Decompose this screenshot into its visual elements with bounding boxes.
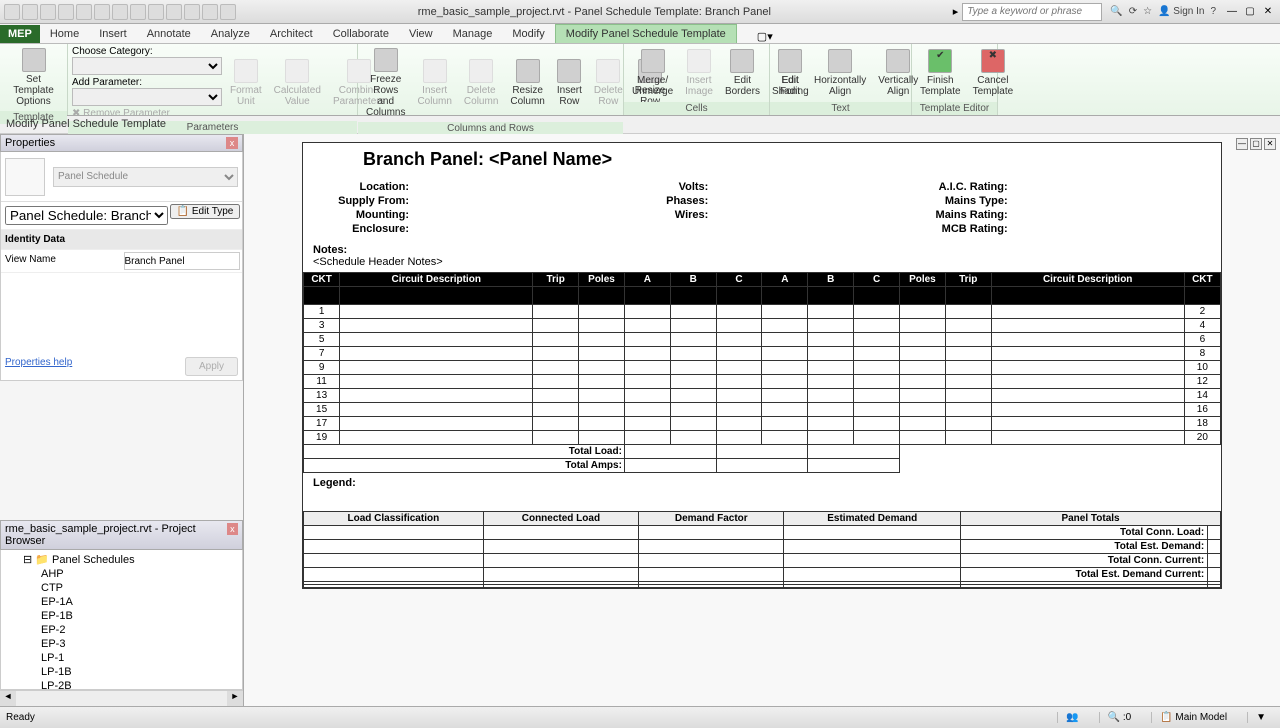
tab-annotate[interactable]: Annotate	[137, 25, 201, 43]
tab-modify-template[interactable]: Modify Panel Schedule Template	[555, 24, 737, 43]
apply-button[interactable]: Apply	[185, 357, 238, 376]
delete-column-button: Delete Column	[460, 57, 502, 109]
format-unit-button: Format Unit	[226, 57, 266, 109]
qat-icon[interactable]	[166, 4, 182, 20]
tree-item[interactable]: LP-2B	[3, 679, 240, 690]
comm-icon[interactable]: ⟳	[1129, 6, 1137, 17]
ribbon-tabs: MEP HomeInsertAnnotateAnalyzeArchitectCo…	[0, 24, 1280, 44]
properties-help-link[interactable]: Properties help	[5, 357, 72, 376]
search-icon[interactable]: 🔍	[1110, 6, 1122, 17]
canvas-close-icon[interactable]: ✕	[1264, 138, 1276, 150]
print-icon[interactable]	[94, 4, 110, 20]
close-properties-icon[interactable]: x	[226, 137, 238, 149]
add-parameter-select[interactable]	[72, 88, 222, 106]
canvas-min-icon[interactable]: —	[1236, 138, 1248, 150]
qat-icon[interactable]	[202, 4, 218, 20]
canvas[interactable]: — ▢ ✕ Branch Panel: <Panel Name> Locatio…	[244, 134, 1280, 706]
qat-icon[interactable]	[148, 4, 164, 20]
tree-item[interactable]: EP-1A	[3, 595, 240, 609]
legend-table[interactable]: Load ClassificationConnected LoadDemand …	[303, 511, 1221, 588]
open-icon[interactable]	[22, 4, 38, 20]
redo-icon[interactable]	[76, 4, 92, 20]
panel-schedule-document: Branch Panel: <Panel Name> Location:Supp…	[302, 142, 1222, 589]
calc-value-button: Calculated Value	[270, 57, 325, 109]
merge-button[interactable]: Merge/ Unmerge	[628, 47, 677, 99]
schedule-table[interactable]: CKTCircuit DescriptionTripPolesABCABCPol…	[303, 272, 1221, 473]
tree-item[interactable]: EP-3	[3, 637, 240, 651]
app-icon[interactable]	[4, 4, 20, 20]
filter-icon[interactable]: ▼	[1247, 712, 1274, 723]
tree-item[interactable]: LP-1	[3, 651, 240, 665]
design-options[interactable]: 📋 Main Model	[1151, 712, 1235, 723]
minimize-icon[interactable]: —	[1224, 5, 1240, 19]
status-text: Ready	[6, 712, 35, 723]
title-bar: rme_basic_sample_project.rvt - Panel Sch…	[0, 0, 1280, 24]
h-align-button[interactable]: Horizontally Align	[810, 47, 870, 99]
choose-category-select[interactable]	[72, 57, 222, 75]
tab-manage[interactable]: Manage	[443, 25, 503, 43]
browser-scrollbar[interactable]: ◄►	[0, 690, 243, 706]
window-title: rme_basic_sample_project.rvt - Panel Sch…	[236, 6, 953, 18]
tree-item[interactable]: AHP	[3, 567, 240, 581]
worksets-icon[interactable]: 👥	[1057, 712, 1086, 723]
close-browser-icon[interactable]: x	[227, 523, 238, 535]
signin-link[interactable]: 👤 Sign In	[1158, 6, 1204, 17]
properties-header: Properties x	[0, 134, 243, 152]
quick-access-toolbar	[4, 4, 236, 20]
help-icon[interactable]: ?	[1210, 6, 1216, 17]
qat-icon[interactable]	[220, 4, 236, 20]
project-tree[interactable]: ⊟ 📁 Panel SchedulesAHPCTPEP-1AEP-1BEP-2E…	[1, 550, 242, 690]
qat-icon[interactable]	[112, 4, 128, 20]
delete-row-button: Delete Row	[590, 57, 627, 109]
tree-item[interactable]: EP-1B	[3, 609, 240, 623]
tab-modify[interactable]: Modify	[502, 25, 554, 43]
star-icon[interactable]: ☆	[1143, 6, 1152, 17]
tab-analyze[interactable]: Analyze	[201, 25, 260, 43]
tree-item[interactable]: LP-1B	[3, 665, 240, 679]
tree-root[interactable]: ⊟ 📁 Panel Schedules	[3, 552, 240, 567]
tab-view[interactable]: View	[399, 25, 443, 43]
canvas-max-icon[interactable]: ▢	[1250, 138, 1262, 150]
freeze-button[interactable]: Freeze Rows and Columns	[362, 46, 409, 120]
type-selector[interactable]: Panel Schedule	[53, 167, 238, 187]
maximize-icon[interactable]: ▢	[1242, 5, 1258, 19]
tree-item[interactable]: CTP	[3, 581, 240, 595]
tab-architect[interactable]: Architect	[260, 25, 323, 43]
qat-icon[interactable]	[184, 4, 200, 20]
save-icon[interactable]	[40, 4, 56, 20]
tree-item[interactable]: EP-2	[3, 623, 240, 637]
insert-image-button: Insert Image	[681, 47, 717, 99]
cancel-template-button[interactable]: ✖Cancel Template	[969, 47, 1018, 99]
close-icon[interactable]: ✕	[1260, 5, 1276, 19]
tab-options-icon[interactable]: ▢▾	[757, 30, 773, 43]
doc-title: Branch Panel: <Panel Name>	[303, 143, 1221, 176]
insert-row-button[interactable]: Insert Row	[553, 57, 586, 109]
search-input[interactable]	[962, 3, 1102, 21]
zoom-level[interactable]: 🔍 :0	[1099, 712, 1140, 723]
edit-borders-button[interactable]: Edit Borders	[721, 47, 764, 99]
ribbon: Set Template Options Template Choose Cat…	[0, 44, 1280, 116]
resize-column-button[interactable]: Resize Column	[506, 57, 548, 109]
tab-home[interactable]: Home	[40, 25, 89, 43]
finish-template-button[interactable]: ✔Finish Template	[916, 47, 965, 99]
undo-icon[interactable]	[58, 4, 74, 20]
set-template-options-button[interactable]: Set Template Options	[4, 46, 63, 109]
insert-column-button: Insert Column	[413, 57, 455, 109]
edit-type-button[interactable]: 📋 Edit Type	[170, 204, 240, 219]
tab-insert[interactable]: Insert	[89, 25, 137, 43]
qat-icon[interactable]	[130, 4, 146, 20]
tab-collaborate[interactable]: Collaborate	[323, 25, 399, 43]
status-bar: Ready 👥 🔍 :0 📋 Main Model ▼	[0, 706, 1280, 728]
type-thumbnail	[5, 158, 45, 196]
project-browser-header: rme_basic_sample_project.rvt - Project B…	[0, 520, 243, 550]
edit-font-button[interactable]: Edit Font	[774, 47, 806, 99]
instance-selector[interactable]: Panel Schedule: Branch Panel	[5, 206, 168, 225]
view-name-input[interactable]	[124, 252, 241, 270]
tab-mep[interactable]: MEP	[0, 25, 40, 43]
